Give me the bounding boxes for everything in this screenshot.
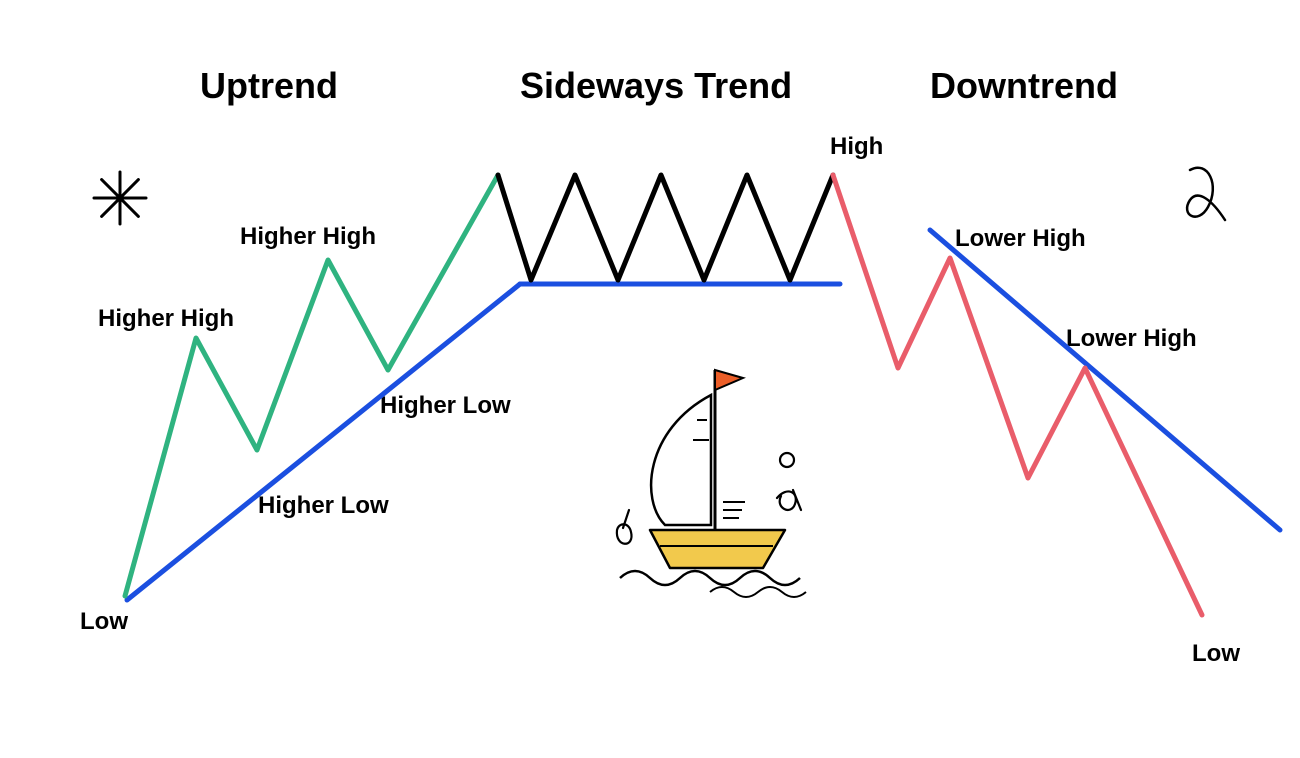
downtrend-resistance-line (930, 230, 1280, 530)
downtrend-price-line (833, 175, 1202, 615)
sailboat-icon (617, 370, 806, 597)
trend-chart-svg (0, 0, 1300, 758)
sideways-price-line (498, 175, 833, 280)
asterisk-icon (94, 172, 146, 224)
scribble-icon (1187, 168, 1225, 220)
uptrend-price-line (125, 175, 498, 596)
uptrend-support-line (127, 284, 520, 600)
